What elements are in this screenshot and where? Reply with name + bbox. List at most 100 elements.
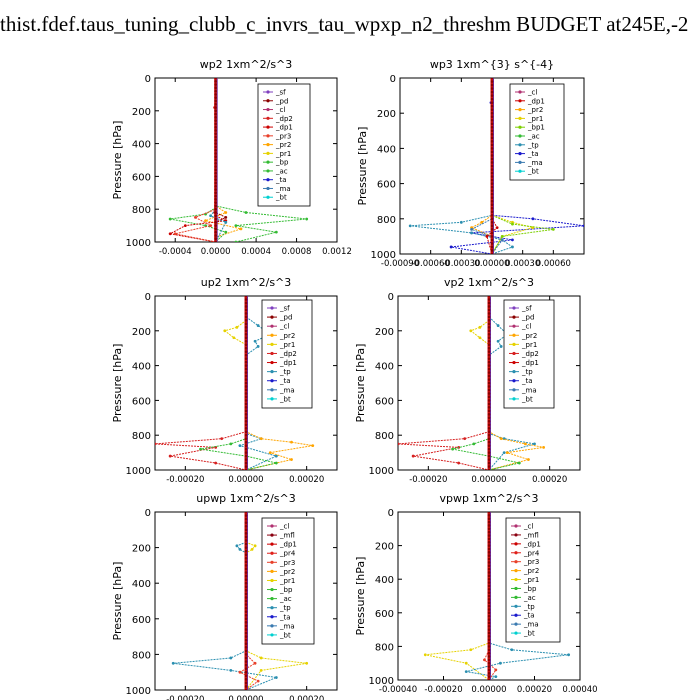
legend-label: _pd bbox=[521, 314, 534, 322]
legend-marker bbox=[518, 169, 522, 173]
zero-profile-point bbox=[214, 96, 217, 99]
zero-profile-point bbox=[487, 668, 491, 672]
series-point-tp bbox=[408, 224, 412, 228]
series-point-bp bbox=[244, 211, 248, 214]
zero-profile-point bbox=[244, 638, 248, 642]
zero-profile-point bbox=[244, 444, 248, 447]
y-tick-label: 0 bbox=[388, 508, 394, 519]
series-point-pr1 bbox=[235, 325, 239, 329]
zero-profile-point bbox=[490, 157, 494, 161]
zero-profile-point bbox=[490, 185, 494, 189]
zero-profile-point bbox=[214, 237, 217, 241]
series-point-dp2 bbox=[214, 461, 218, 465]
zero-profile-point bbox=[487, 357, 491, 360]
y-axis-label: Pressure [hPa] bbox=[111, 121, 124, 200]
zero-profile-point bbox=[490, 213, 494, 217]
series-point-pr2 bbox=[268, 451, 272, 454]
zero-profile-point bbox=[487, 658, 491, 662]
x-tick-label: 0.0008 bbox=[282, 247, 312, 257]
legend-marker bbox=[266, 125, 270, 129]
zero-profile-point bbox=[244, 528, 248, 532]
legend-label: _bt bbox=[527, 168, 539, 176]
series-point-pr3 bbox=[173, 232, 177, 236]
series-point-ma bbox=[500, 238, 504, 242]
legend-marker bbox=[512, 315, 516, 319]
zero-profile-point bbox=[214, 230, 217, 234]
zero-profile-point bbox=[487, 551, 491, 554]
zero-profile-point bbox=[214, 112, 217, 116]
zero-profile-point bbox=[490, 80, 494, 83]
zero-profile-point bbox=[487, 581, 491, 584]
series-point-tp bbox=[533, 442, 536, 446]
legend-label: _pr3 bbox=[275, 132, 291, 140]
series-point-tp bbox=[459, 220, 463, 224]
x-tick-label: -0.00020 bbox=[424, 685, 462, 695]
zero-profile-point bbox=[214, 148, 217, 152]
legend-marker bbox=[514, 533, 518, 537]
series-point-tp bbox=[253, 339, 257, 343]
zero-profile-point bbox=[244, 574, 248, 578]
x-tick-label: -0.00040 bbox=[379, 685, 417, 695]
zero-profile-point bbox=[490, 235, 494, 238]
y-tick-label: 600 bbox=[377, 180, 396, 191]
zero-profile-point bbox=[487, 451, 491, 454]
zero-profile-point bbox=[487, 635, 491, 638]
zero-profile-point bbox=[214, 86, 217, 90]
legend-marker bbox=[512, 333, 516, 337]
zero-profile-point bbox=[487, 298, 491, 301]
legend-marker bbox=[514, 569, 518, 573]
zero-profile-point bbox=[487, 346, 491, 350]
legend-marker bbox=[512, 397, 516, 401]
legend-label: _pd bbox=[279, 314, 292, 322]
legend-label: _ta bbox=[521, 377, 533, 385]
zero-profile-point bbox=[487, 554, 491, 557]
zero-profile-point bbox=[244, 674, 248, 678]
legend-marker bbox=[270, 342, 274, 346]
legend-label: _bp bbox=[275, 159, 289, 167]
y-tick-label: 0 bbox=[145, 508, 151, 519]
series-point-ac bbox=[517, 461, 521, 465]
zero-profile-point bbox=[244, 409, 248, 413]
zero-profile-point bbox=[244, 635, 248, 638]
series-point-pr3 bbox=[194, 216, 197, 219]
legend-marker bbox=[270, 624, 274, 628]
zero-profile-point bbox=[244, 688, 248, 690]
zero-profile-point bbox=[244, 402, 248, 406]
zero-profile-point bbox=[244, 336, 248, 340]
zero-profile-point bbox=[487, 547, 491, 551]
legend-label: _ma bbox=[521, 386, 537, 394]
legend-marker bbox=[266, 178, 270, 182]
zero-profile-point bbox=[244, 319, 248, 322]
zero-profile-point bbox=[487, 587, 491, 591]
x-tick-label: 0.00000 bbox=[471, 475, 506, 485]
zero-profile-point bbox=[490, 182, 494, 185]
legend-marker bbox=[518, 152, 522, 156]
series-point-pr3 bbox=[238, 670, 242, 674]
series-point-pr1 bbox=[478, 336, 482, 340]
zero-profile-point bbox=[487, 388, 491, 392]
legend-label: _pr4 bbox=[279, 550, 296, 558]
legend-marker bbox=[518, 125, 522, 129]
zero-profile-point bbox=[487, 641, 491, 645]
series-line-pr2 bbox=[488, 296, 544, 470]
y-tick-label: 400 bbox=[377, 144, 396, 155]
y-tick-label: 400 bbox=[132, 362, 151, 373]
zero-profile-point bbox=[244, 585, 248, 589]
legend-marker bbox=[518, 99, 522, 103]
zero-profile-point bbox=[487, 514, 491, 517]
x-tick-label: 0.00000 bbox=[471, 685, 506, 695]
legend-marker bbox=[266, 169, 270, 173]
legend-label: _bt bbox=[523, 630, 535, 638]
series-point-bp1 bbox=[500, 235, 504, 238]
legend-marker bbox=[270, 360, 274, 365]
series-point-tp bbox=[256, 324, 260, 327]
zero-profile-point bbox=[214, 119, 217, 122]
zero-profile-point bbox=[214, 188, 217, 191]
zero-profile-point bbox=[487, 591, 491, 594]
legend-label: _bt bbox=[521, 395, 533, 403]
series-point-pr1 bbox=[423, 653, 427, 657]
y-tick-label: 600 bbox=[375, 609, 394, 620]
zero-profile-point bbox=[244, 660, 248, 663]
zero-profile-point bbox=[487, 447, 491, 451]
series-point-bp bbox=[274, 230, 278, 234]
